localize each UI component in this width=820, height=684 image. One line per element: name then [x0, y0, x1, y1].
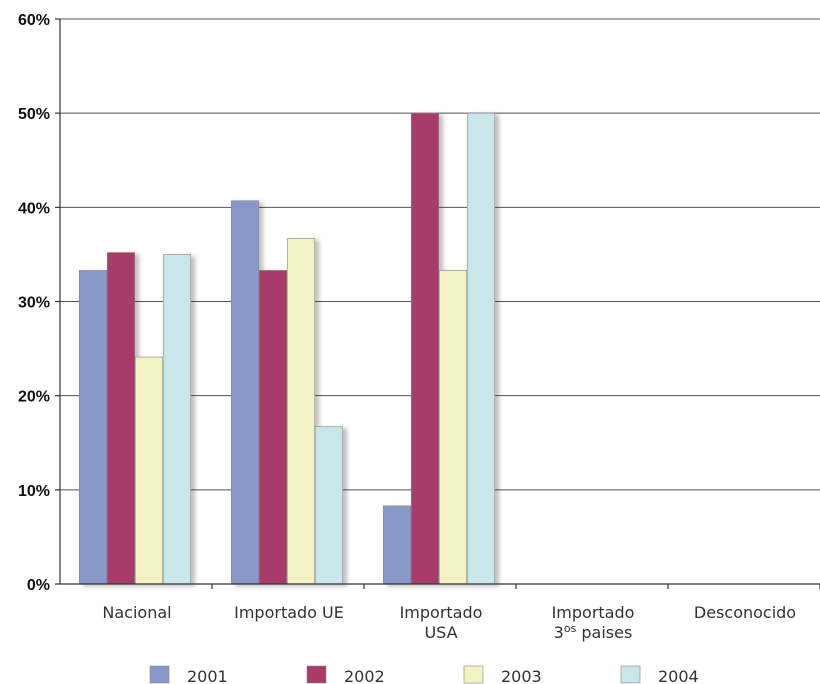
- legend-item-2001: 2001: [149, 665, 228, 684]
- legend-label: 2003: [501, 667, 542, 684]
- bar-2003-cat-2: [438, 270, 468, 585]
- legend-item-2003: 2003: [463, 665, 542, 684]
- x-tick-label: Importado 3os paises: [552, 603, 635, 642]
- bar-2003-cat-1: [286, 238, 316, 585]
- legend-item-2002: 2002: [306, 665, 385, 684]
- legend-swatch: [463, 665, 484, 684]
- legend-swatch: [306, 665, 327, 684]
- bar-2001-cat-0: [78, 270, 108, 585]
- bar-2002-cat-2: [410, 112, 440, 585]
- legend-swatch: [149, 665, 170, 684]
- legend-label: 2002: [344, 667, 385, 684]
- x-tick-label: Importado USA: [400, 603, 483, 642]
- legend: 2001 2002 2003 2004: [149, 665, 699, 684]
- bars: [78, 112, 496, 585]
- bar-2002-cat-0: [106, 252, 136, 585]
- legend-item-2004: 2004: [620, 665, 699, 684]
- y-tick-label: 60%: [18, 12, 50, 29]
- bar-2002-cat-1: [258, 270, 288, 585]
- y-axis-tick-labels: 0% 10% 20% 30% 40% 50% 60%: [18, 12, 50, 594]
- x-axis-tick-labels: Nacional Importado UE Importado USA Importad…: [102, 603, 796, 642]
- bar-2003-cat-0: [134, 356, 164, 585]
- legend-label: 2001: [187, 667, 228, 684]
- y-tick-label: 0%: [27, 577, 50, 594]
- legend-swatch: [620, 665, 641, 684]
- y-tick-label: 50%: [18, 106, 50, 123]
- axes: [55, 18, 820, 589]
- bar-2004-cat-0: [162, 254, 192, 585]
- x-tick-label: Nacional: [102, 603, 171, 622]
- legend-label: 2004: [658, 667, 699, 684]
- bar-2001-cat-1: [230, 200, 260, 585]
- x-tick-label: Importado UE: [234, 603, 344, 622]
- bar-2004-cat-2: [466, 112, 496, 585]
- bar-2004-cat-1: [314, 426, 344, 585]
- y-tick-label: 40%: [18, 200, 50, 217]
- bar-2001-cat-2: [382, 505, 412, 585]
- x-tick-label: Desconocido: [694, 603, 796, 622]
- y-tick-label: 30%: [18, 295, 50, 312]
- y-tick-label: 10%: [18, 483, 50, 500]
- y-tick-label: 20%: [18, 389, 50, 406]
